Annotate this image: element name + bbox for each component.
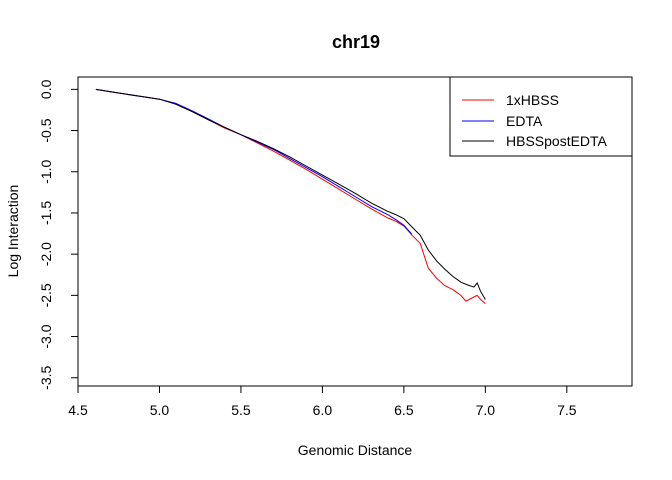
x-tick-label: 4.5 — [68, 402, 88, 418]
y-axis-title: Log Interaction — [5, 185, 21, 278]
y-tick-label: -0.5 — [38, 118, 54, 142]
x-tick-label: 7.5 — [557, 402, 577, 418]
y-tick-label: 0.0 — [38, 79, 54, 99]
x-tick-label: 6.0 — [313, 402, 333, 418]
y-tick-label: -1.0 — [38, 159, 54, 183]
series-line-1xHBSS — [96, 89, 486, 303]
y-tick-label: -3.0 — [38, 324, 54, 348]
legend: 1xHBSS EDTA HBSSpostEDTA — [450, 77, 632, 156]
y-tick-label: -2.5 — [38, 283, 54, 307]
y-axis: 0.0 -0.5 -1.0 -1.5 -2.0 -2.5 -3.0 -3.5 — [38, 79, 78, 389]
x-tick-label: 7.0 — [476, 402, 496, 418]
series-line-EDTA — [96, 89, 412, 234]
y-tick-label: -3.5 — [38, 365, 54, 389]
legend-label: 1xHBSS — [506, 92, 559, 108]
legend-label: HBSSpostEDTA — [506, 133, 608, 149]
x-axis-title: Genomic Distance — [298, 442, 413, 458]
y-tick-label: -2.0 — [38, 242, 54, 266]
x-tick-label: 5.5 — [231, 402, 251, 418]
x-axis: 4.5 5.0 5.5 6.0 6.5 7.0 7.5 — [68, 386, 576, 418]
chart-title: chr19 — [332, 32, 380, 52]
series-line-HBSSpostEDTA — [96, 89, 486, 299]
y-tick-label: -1.5 — [38, 201, 54, 225]
x-tick-label: 5.0 — [150, 402, 170, 418]
series-layer — [96, 89, 486, 303]
legend-label: EDTA — [506, 113, 543, 129]
x-tick-label: 6.5 — [394, 402, 414, 418]
